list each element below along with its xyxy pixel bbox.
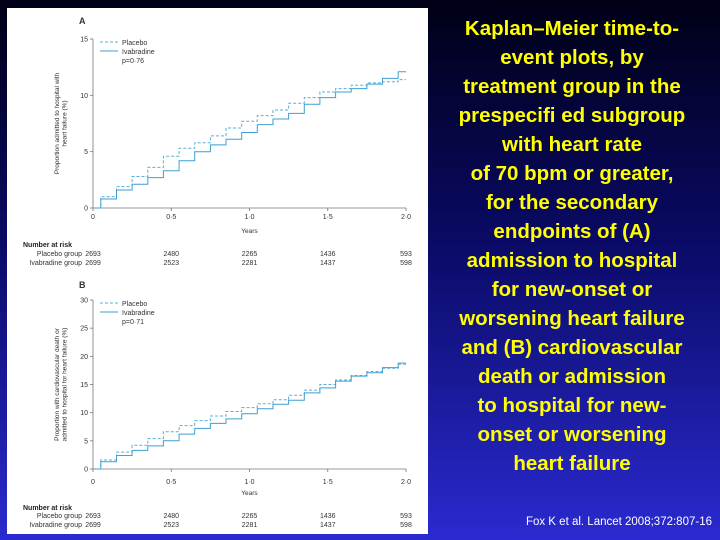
panel-letter: A xyxy=(79,16,86,26)
y-tick-label: 25 xyxy=(80,326,88,333)
risk-table-value: 2265 xyxy=(242,513,258,520)
risk-table-value: 598 xyxy=(400,260,412,267)
title-line-6: for the secondary xyxy=(485,191,659,214)
title-line-12: death or admission xyxy=(478,365,666,388)
title-line-14: onset or worsening xyxy=(477,423,667,446)
title-line-1: event plots, by xyxy=(500,46,644,69)
y-axis-title: Proportion with cardiovascular death ora… xyxy=(54,327,69,441)
title-line-3: prespecifi ed subgroup xyxy=(458,104,686,127)
x-tick-label: 0·5 xyxy=(166,479,176,486)
risk-table-value: 1437 xyxy=(320,260,336,267)
risk-table-value: 2480 xyxy=(163,513,179,520)
chart-panel-a: A 0 5 10 15 0 0·5 1·0 1·5 2·0 Years Proportion admi… xyxy=(23,16,412,267)
x-tick-label: 1·5 xyxy=(323,214,333,221)
y-tick-label: 5 xyxy=(84,149,88,156)
risk-table-group: Placebo group xyxy=(37,251,82,258)
title-line-0: Kaplan–Meier time-to- xyxy=(464,17,680,40)
y-tick-label: 15 xyxy=(80,37,88,44)
title-line-10: worsening heart failure xyxy=(459,307,685,330)
slide-title: Kaplan–Meier time-to-event plots, by trea… xyxy=(434,14,710,478)
title-line-15: heart failure xyxy=(513,452,631,475)
p-value-label: p=0·71 xyxy=(122,319,144,326)
x-tick-label: 0 xyxy=(91,214,95,221)
x-axis-title: Years xyxy=(241,490,258,497)
y-tick-label: 0 xyxy=(84,467,88,474)
y-axis-title-line: Proportion admitted to hospital with xyxy=(54,72,61,174)
chart-panel-b: B 0 5 10 15 20 25 30 0 0·5 1·0 1·5 2·0 Years Proportio… xyxy=(23,280,412,529)
risk-table-value: 2281 xyxy=(242,522,258,529)
x-tick-label: 0 xyxy=(91,479,95,486)
risk-table-group: Ivabradine group xyxy=(29,522,82,529)
title-line-8: admission to hospital xyxy=(466,249,678,272)
y-tick-label: 10 xyxy=(80,410,88,417)
series-line-placebo xyxy=(93,363,406,470)
y-tick-label: 30 xyxy=(80,298,88,305)
risk-table-value: 2523 xyxy=(163,260,179,267)
y-axis-title-line: heart failure (%) xyxy=(62,100,69,146)
x-axis-title: Years xyxy=(241,228,258,235)
risk-table-value: 1436 xyxy=(320,251,336,258)
legend-label: Placebo xyxy=(122,40,147,47)
title-line-2: treatment group in the xyxy=(463,75,681,98)
risk-table-group: Ivabradine group xyxy=(29,260,82,267)
risk-table-value: 2693 xyxy=(85,513,101,520)
risk-table-value: 2523 xyxy=(163,522,179,529)
y-tick-label: 15 xyxy=(80,382,88,389)
p-value-label: p=0·76 xyxy=(122,58,144,65)
x-tick-label: 2·0 xyxy=(401,214,411,221)
x-tick-label: 2·0 xyxy=(401,479,411,486)
y-axis-title: Proportion admitted to hospital withhear… xyxy=(54,72,69,174)
risk-table-value: 2265 xyxy=(242,251,258,258)
risk-table-group: Placebo group xyxy=(37,513,82,520)
x-tick-label: 1·5 xyxy=(323,479,333,486)
risk-table-value: 598 xyxy=(400,522,412,529)
risk-table-value: 2699 xyxy=(85,522,101,529)
legend-label: Placebo xyxy=(122,301,147,308)
title-line-9: for new-onset or xyxy=(491,278,653,301)
y-axis-title-line: admitted to hospital for heart failure (… xyxy=(62,328,69,442)
figure-panel: A 0 5 10 15 0 0·5 1·0 1·5 2·0 Years Proportion admi… xyxy=(7,8,428,534)
legend-label: Ivabradine xyxy=(122,49,155,56)
risk-table-value: 1437 xyxy=(320,522,336,529)
legend-label: Ivabradine xyxy=(122,310,155,317)
risk-table-value: 2480 xyxy=(163,251,179,258)
km-figure: A 0 5 10 15 0 0·5 1·0 1·5 2·0 Years Proportion admi… xyxy=(23,16,412,529)
risk-table-value: 2693 xyxy=(85,251,101,258)
x-tick-label: 1·0 xyxy=(244,479,254,486)
title-line-13: to hospital for new- xyxy=(477,394,667,417)
series-line-placebo xyxy=(93,79,406,209)
title-line-4: with heart rate xyxy=(501,133,643,156)
risk-table-value: 1436 xyxy=(320,513,336,520)
x-tick-label: 0·5 xyxy=(166,214,176,221)
series-line-ivabradine xyxy=(93,71,406,209)
citation: Fox K et al. Lancet 2008;372:807-16 xyxy=(525,516,712,528)
x-tick-label: 1·0 xyxy=(244,214,254,221)
title-line-7: endpoints of (A) xyxy=(493,220,651,243)
title-line-5: of 70 bpm or greater, xyxy=(470,162,674,185)
y-tick-label: 5 xyxy=(84,438,88,445)
panel-letter: B xyxy=(79,280,86,290)
risk-table-value: 593 xyxy=(400,251,412,258)
series-line-ivabradine xyxy=(93,362,406,470)
risk-table-value: 593 xyxy=(400,513,412,520)
title-line-11: and (B) cardiovascular xyxy=(461,336,683,359)
y-tick-label: 10 xyxy=(80,93,88,100)
y-tick-label: 20 xyxy=(80,354,88,361)
risk-table-title: Number at risk xyxy=(23,505,72,512)
risk-table-value: 2281 xyxy=(242,260,258,267)
risk-table-value: 2699 xyxy=(85,260,101,267)
risk-table-title: Number at risk xyxy=(23,242,72,249)
y-axis-title-line: Proportion with cardiovascular death or xyxy=(54,327,61,441)
y-tick-label: 0 xyxy=(84,206,88,213)
